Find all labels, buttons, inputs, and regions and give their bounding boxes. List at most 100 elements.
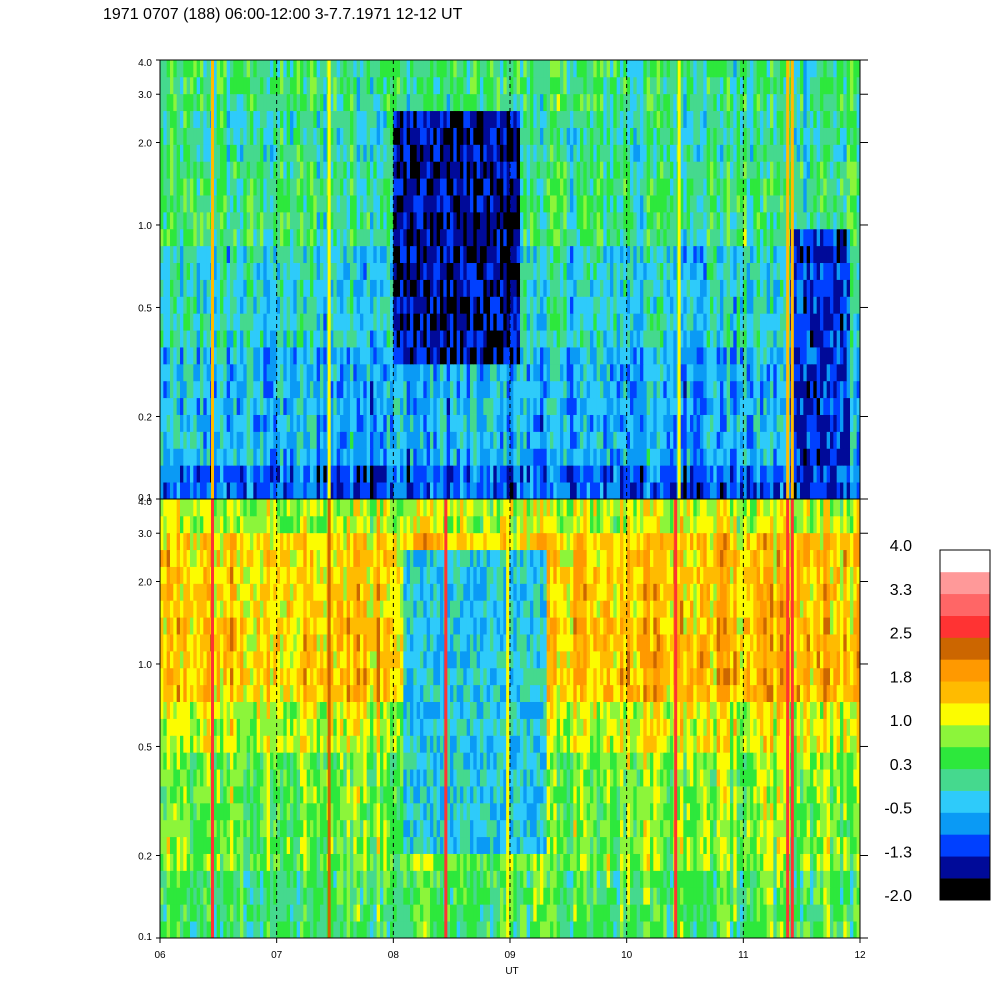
heatmap-cell [836, 228, 841, 247]
heatmap-cell [726, 178, 731, 196]
heatmap-cell [556, 363, 561, 382]
heatmap-cell [490, 330, 494, 348]
heatmap-cell [540, 279, 544, 297]
heatmap-cell [303, 262, 308, 280]
heatmap-cell [510, 279, 514, 297]
heatmap-cell [793, 279, 798, 297]
heatmap-cell [416, 144, 421, 162]
heatmap-cell [656, 414, 661, 432]
heatmap-cell [600, 448, 604, 466]
heatmap-cell [750, 110, 754, 128]
heatmap-cell [320, 448, 324, 466]
heatmap-cell [246, 110, 251, 128]
heatmap-cell [346, 161, 351, 179]
heatmap-cell [466, 330, 471, 348]
heatmap-cell [503, 296, 508, 314]
heatmap-cell [483, 448, 488, 466]
heatmap-cell [183, 228, 188, 247]
heatmap-cell [520, 211, 524, 230]
heatmap-cell [370, 245, 374, 264]
heatmap-cell [523, 262, 528, 280]
heatmap-cell [233, 279, 238, 297]
heatmap-cell [316, 279, 321, 297]
heatmap-cell [573, 296, 578, 314]
heatmap-cell [793, 414, 798, 432]
heatmap-cell [710, 211, 714, 230]
heatmap-cell [820, 110, 824, 128]
heatmap-cell [800, 330, 804, 348]
heatmap-cell [533, 144, 538, 162]
heatmap-cell [553, 110, 558, 128]
heatmap-cell [340, 414, 344, 432]
heatmap-cell [503, 93, 508, 112]
heatmap-cell [710, 178, 714, 196]
heatmap-cell [770, 448, 774, 466]
heatmap-cell [530, 313, 534, 331]
heatmap-cell [430, 347, 434, 365]
heatmap-cell [753, 296, 758, 314]
heatmap-cell [556, 465, 561, 483]
heatmap-cell [780, 178, 784, 196]
heatmap-cell [816, 330, 821, 348]
heatmap-cell [266, 414, 271, 432]
heatmap-cell [443, 380, 448, 399]
heatmap-cell [843, 228, 848, 247]
heatmap-cell [543, 195, 548, 213]
heatmap-cell [670, 262, 674, 280]
heatmap-cell [483, 195, 488, 213]
heatmap-cell [540, 93, 544, 112]
heatmap-cell [303, 178, 308, 196]
heatmap-cell [303, 482, 308, 500]
heatmap-cell [606, 228, 611, 247]
heatmap-cell [496, 178, 501, 196]
heatmap-cell [490, 279, 494, 297]
heatmap-cell [193, 347, 198, 365]
heatmap-cell [736, 330, 741, 348]
heatmap-cell [380, 262, 384, 280]
heatmap-cell [250, 228, 254, 247]
heatmap-cell [203, 211, 208, 230]
heatmap-cell [713, 414, 718, 432]
heatmap-cell [350, 296, 354, 314]
heatmap-cell [566, 262, 571, 280]
heatmap-cell [530, 363, 534, 382]
heatmap-cell [746, 330, 751, 348]
heatmap-cell [803, 195, 808, 213]
heatmap-cell [523, 211, 528, 230]
heatmap-cell [166, 110, 171, 128]
heatmap-cell [630, 397, 634, 415]
heatmap-cell [450, 448, 454, 466]
heatmap-cell [576, 161, 581, 179]
heatmap-cell [770, 397, 774, 415]
heatmap-cell [166, 195, 171, 213]
heatmap-cell [310, 465, 314, 483]
heatmap-cell [503, 228, 508, 247]
heatmap-cell [423, 380, 428, 399]
heatmap-cell [276, 262, 281, 280]
heatmap-cell [563, 431, 568, 449]
heatmap-cell [680, 296, 684, 314]
heatmap-cell [566, 431, 571, 449]
heatmap-cell [500, 296, 504, 314]
heatmap-cell [330, 296, 334, 314]
heatmap-cell [493, 380, 498, 399]
heatmap-cell [393, 144, 398, 162]
heatmap-cell [496, 161, 501, 179]
heatmap-cell [446, 144, 451, 162]
heatmap-cell [376, 431, 381, 449]
heatmap-cell [646, 161, 651, 179]
heatmap-cell [216, 482, 221, 500]
heatmap-cell [186, 414, 191, 432]
heatmap-cell [706, 296, 711, 314]
heatmap-cell [433, 211, 438, 230]
heatmap-cell [366, 93, 371, 112]
heatmap-cell [663, 161, 668, 179]
heatmap-cell [170, 195, 174, 213]
heatmap-cell [413, 414, 418, 432]
heatmap-cell [466, 465, 471, 483]
heatmap-cell [426, 296, 431, 314]
heatmap-cell [370, 296, 374, 314]
heatmap-cell [233, 144, 238, 162]
heatmap-cell [603, 347, 608, 365]
heatmap-cell [830, 397, 834, 415]
